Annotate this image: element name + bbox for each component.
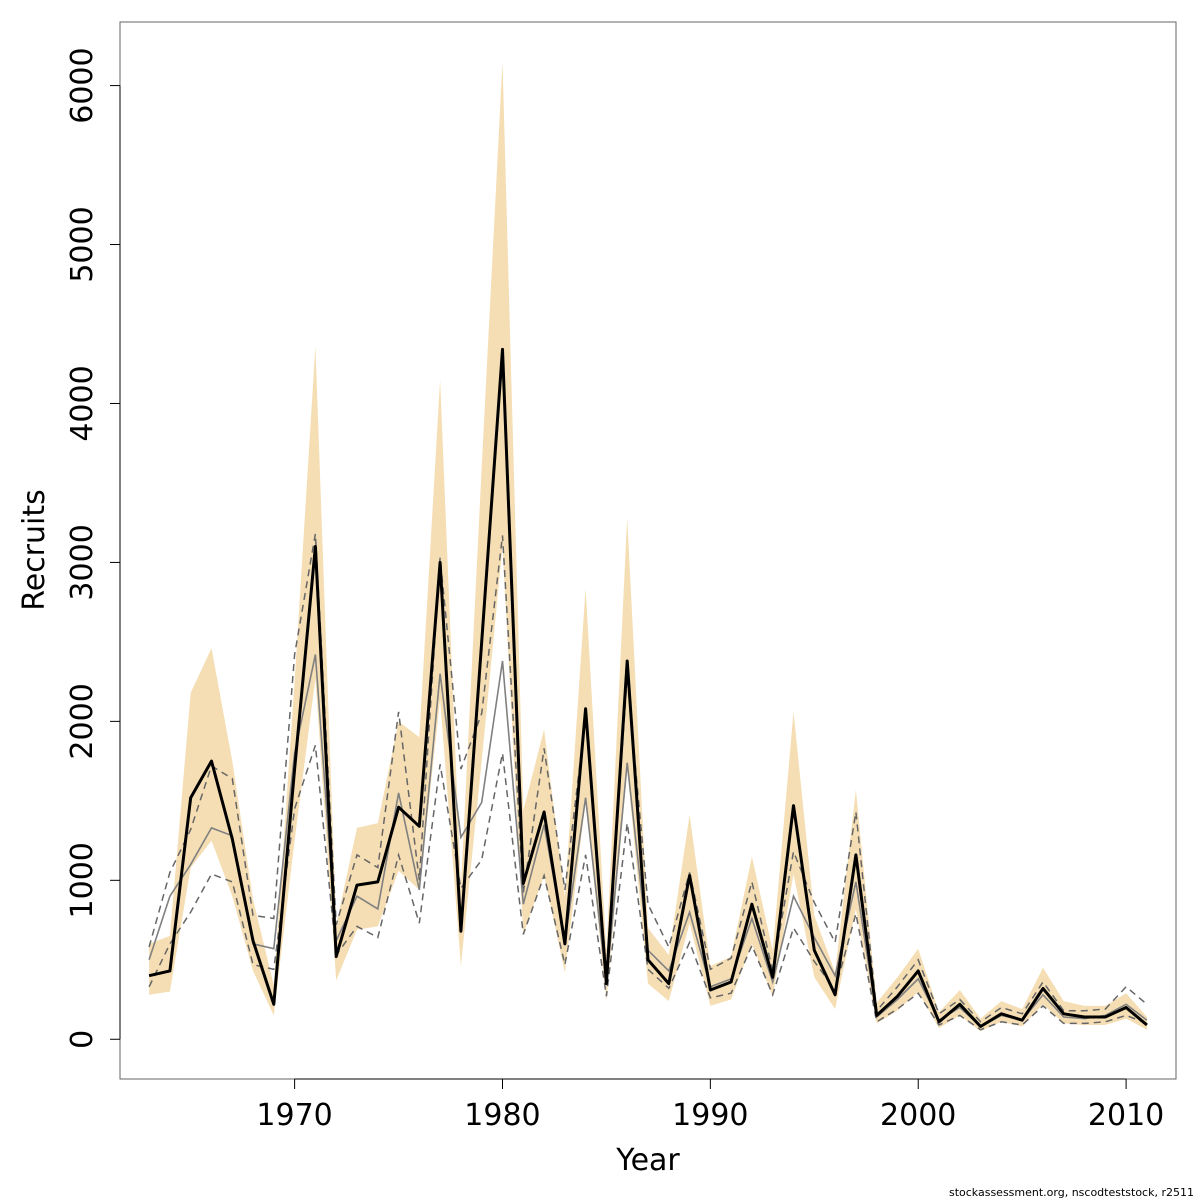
previous-upper-dashed-line: [148, 533, 1148, 1023]
plot-area: [148, 61, 1148, 1032]
x-tick-label: 2000: [880, 1098, 956, 1133]
confidence-band: [149, 61, 1147, 1032]
y-tick-label: 5000: [65, 206, 100, 282]
y-tick-label: 6000: [65, 47, 100, 123]
recruits-estimate-line: [148, 347, 1148, 1028]
y-axis-title: Recruits: [17, 489, 52, 611]
source-footnote: stockassessment.org, nscodteststock, r25…: [949, 1186, 1194, 1199]
y-tick-label: 1000: [65, 842, 100, 918]
x-tick-label: 1970: [256, 1098, 332, 1133]
y-axis: 0 1000 2000 3000 4000 5000 6000: [65, 47, 121, 1049]
x-axis: 1970 1980 1990 2000 2010: [256, 1078, 1164, 1133]
y-tick-label: 2000: [65, 683, 100, 759]
x-axis-title: Year: [615, 1143, 680, 1178]
y-tick-label: 4000: [65, 365, 100, 441]
y-tick-label: 3000: [65, 524, 100, 600]
previous-lower-dashed-line: [148, 744, 1148, 1031]
x-tick-label: 1980: [464, 1098, 540, 1133]
x-tick-label: 1990: [672, 1098, 748, 1133]
x-tick-label: 2010: [1088, 1098, 1164, 1133]
y-tick-label: 0: [65, 1030, 100, 1049]
